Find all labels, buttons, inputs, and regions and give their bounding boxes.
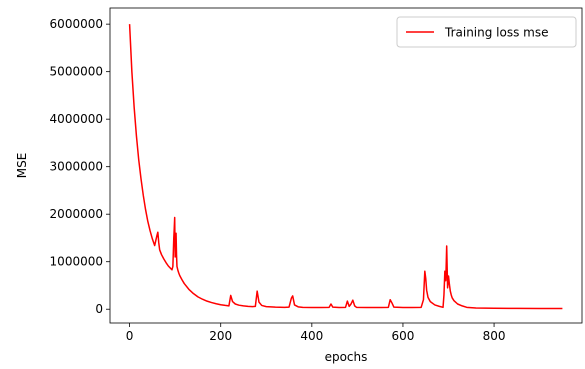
x-axis: 0 200 400 600 800 — [126, 323, 506, 343]
y-axis-label: MSE — [15, 153, 29, 179]
legend-box — [396, 16, 577, 48]
y-axis: 0 1000000 2000000 3000000 4000000 5000000 6000… — [50, 17, 110, 316]
y-tick-label: 4000000 — [50, 112, 103, 126]
x-tick-label: 600 — [391, 329, 414, 343]
y-tick-label: 1000000 — [50, 255, 103, 269]
x-tick-label: 800 — [483, 329, 506, 343]
series-line-0 — [128, 24, 563, 310]
x-tick-label: 400 — [300, 329, 323, 343]
y-tick-label: 2000000 — [50, 207, 103, 221]
y-tick-label: 6000000 — [50, 17, 103, 31]
x-axis-label: epochs — [325, 350, 368, 364]
y-tick-label: 0 — [95, 302, 103, 316]
y-tick-label: 5000000 — [50, 65, 103, 79]
x-tick-label: 200 — [209, 329, 232, 343]
legend-entry: Training loss mse — [444, 26, 548, 40]
y-tick-label: 3000000 — [50, 160, 103, 174]
plot-area — [109, 7, 583, 324]
axes-frame — [109, 7, 583, 324]
x-tick-label: 0 — [126, 329, 134, 343]
legend: Training loss mse — [396, 16, 577, 48]
